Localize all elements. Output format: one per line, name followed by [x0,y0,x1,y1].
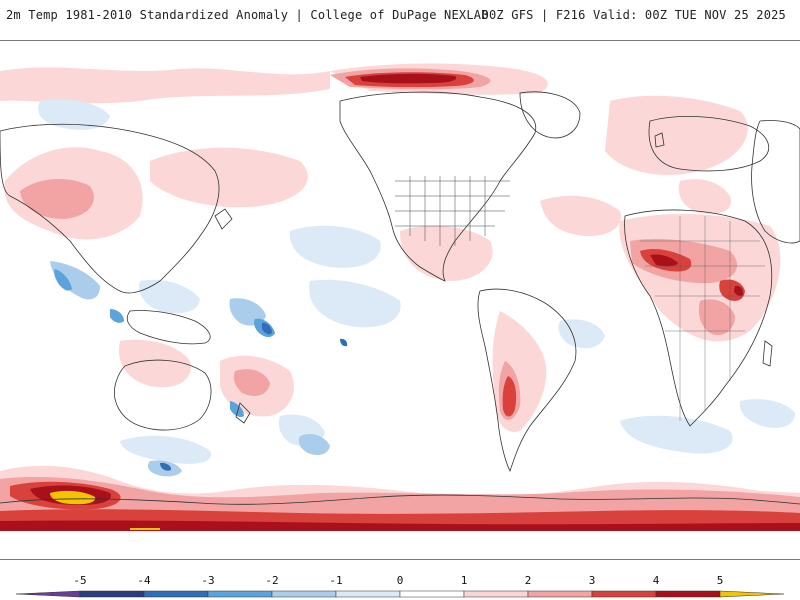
tick-label-2: 2 [525,574,532,587]
tick-label-3: 3 [589,574,596,587]
new-zealand-outline [235,402,251,424]
colorbar-above-max [719,590,785,598]
colorbar-below-min [15,590,81,598]
anomaly-colorbar: -5 -4 -3 -2 -1 0 1 2 3 4 5 [0,560,800,600]
colorbar-seg-3-4 [591,590,657,598]
colorbar-seg-neg3-neg2 [207,590,273,598]
colorbar-seg-neg2-neg1 [271,590,337,598]
coastlines [0,91,800,505]
cold-mid-anomalies [50,261,330,477]
tick-label-neg3: -3 [201,574,214,587]
europe-outline [648,116,770,172]
south-america-outline [477,288,577,473]
asia-outline [0,123,220,294]
tick-label-0: 0 [397,574,404,587]
africa-outline [624,209,773,427]
asia-east-outline [751,120,800,244]
tick-label-1: 1 [461,574,468,587]
colorbar-seg-0-1 [399,590,465,598]
colorbar-tick-labels: -5 -4 -3 -2 -1 0 1 2 3 4 5 [73,574,723,587]
tick-label-neg2: -2 [265,574,278,587]
africa-country-borders [640,216,765,421]
colorbar-seg-neg1-0 [335,590,401,598]
antarctica-outline [0,494,800,505]
australia-outline [113,359,212,431]
tick-label-5: 5 [717,574,724,587]
uk-outline [654,132,665,148]
colorbar-seg-2-3 [527,590,593,598]
cold-extreme-anomalies [160,322,348,471]
us-state-borders [395,176,510,246]
madagascar-outline [762,340,773,367]
max-anomalies [50,490,160,530]
greenland-outline [519,91,581,139]
colorbar-seg-neg4-neg3 [143,590,209,598]
maritime-continent-outline [126,310,211,345]
colorbar-seg-1-2 [463,590,529,598]
tick-label-neg4: -4 [137,574,151,587]
map-title: 2m Temp 1981-2010 Standardized Anomaly |… [6,8,489,22]
anomaly-map-canvas [0,63,800,531]
japan-outline [214,208,233,230]
model-run-info: 00Z GFS | F216 Valid: 00Z TUE NOV 25 202… [481,8,786,22]
header: 2m Temp 1981-2010 Standardized Anomaly |… [0,0,800,40]
tick-label-neg5: -5 [73,574,86,587]
colorbar-segments [15,590,785,598]
cold-light-anomalies [38,99,795,464]
tick-label-4: 4 [653,574,660,587]
anomaly-map[interactable] [0,40,800,560]
tick-label-neg1: -1 [329,574,342,587]
colorbar-seg-neg5-neg4 [79,590,145,598]
colorbar-seg-4-5 [655,590,721,598]
north-america-outline [339,91,537,282]
